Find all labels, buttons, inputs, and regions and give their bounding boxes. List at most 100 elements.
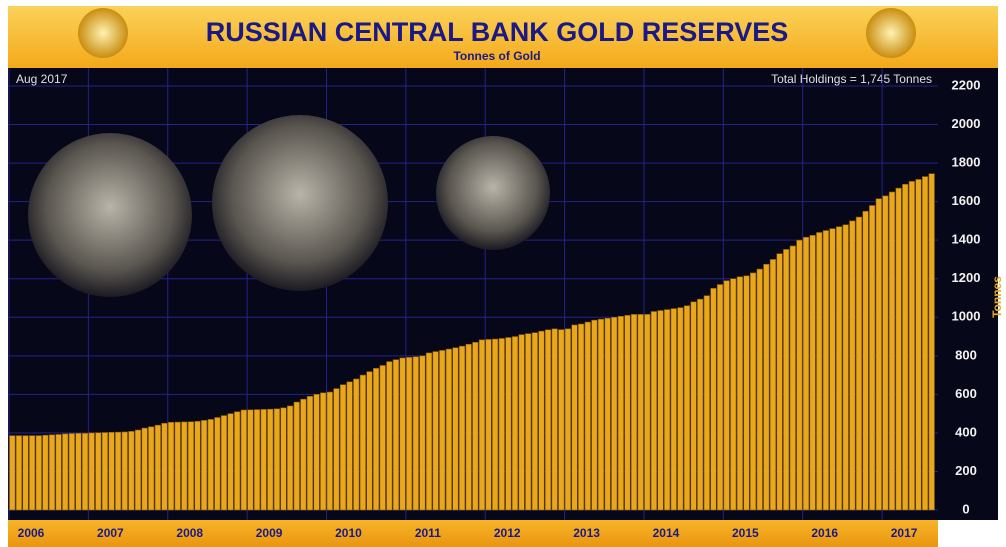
bar [234,411,241,511]
bar [115,431,122,511]
bar [280,407,287,511]
bar [29,435,36,511]
y-tick-label: 0 [962,501,969,516]
bar [756,268,763,511]
bar [300,398,307,511]
bar [412,356,419,511]
x-tick-label: 2007 [97,526,124,540]
bar [134,429,142,511]
bar [584,321,591,511]
bar [227,413,234,511]
bar [339,384,347,511]
bar [392,359,400,511]
bar [690,301,697,511]
x-tick-label: 2010 [335,526,362,540]
bar [511,336,519,511]
bar [683,305,691,511]
y-tick-label: 2000 [952,116,981,131]
x-tick-label: 2009 [256,526,283,540]
bar [379,365,386,511]
bar [650,311,657,511]
bar [802,236,810,511]
bar [637,314,644,511]
bar [525,333,532,511]
bars [9,173,935,511]
bar [697,298,704,511]
bar [783,249,790,511]
bar [736,276,743,511]
bar [670,308,677,511]
bar [763,263,770,511]
bar [789,245,796,511]
bar [564,328,571,511]
bar [95,432,102,511]
y-tick-label: 1400 [952,232,981,247]
bar [187,421,194,511]
bar [240,409,247,511]
y-tick-label: 1000 [952,309,981,324]
bar [181,421,188,511]
bar [68,433,75,511]
bar [611,316,618,511]
x-tick-label: 2008 [176,526,203,540]
bar [902,183,909,511]
bar [75,432,82,511]
bar [333,388,340,511]
x-tick-label: 2013 [573,526,600,540]
bar [855,216,863,511]
bar [121,431,128,511]
bar [161,422,168,511]
bar [452,347,459,511]
photo [436,136,550,250]
bar [62,433,69,511]
y-tick-label: 800 [955,347,977,362]
bar [386,361,393,511]
bar [293,401,300,511]
bar [154,424,161,511]
bar [922,176,929,511]
bar [908,181,915,511]
bar [128,431,135,511]
bar [571,324,578,511]
bar [882,195,889,511]
bar [657,310,664,511]
bar [167,422,175,511]
bar [730,278,737,511]
emblem [78,8,128,58]
bar [353,378,360,511]
y-tick-label: 1600 [952,193,981,208]
bar [273,408,280,511]
bar [644,314,651,511]
photo [212,115,388,291]
bar [359,374,366,511]
bar [624,315,631,511]
bar [22,435,29,511]
x-tick-label: 2017 [891,526,918,540]
bar [928,173,935,511]
chart-subtitle: Tonnes of Gold [453,49,540,63]
bar [306,395,314,511]
bar [108,432,115,511]
bar [591,319,598,511]
x-tick-label: 2012 [494,526,521,540]
bar [465,343,472,511]
header-band [8,6,938,68]
bar [664,309,671,511]
y-tick-label: 2200 [952,77,981,92]
bar [207,419,214,511]
bar [703,295,710,511]
bar [538,330,545,511]
bar [201,420,208,511]
bar [320,392,327,511]
bar [220,415,228,511]
bar [875,198,882,511]
y-tick-label: 600 [955,386,977,401]
bar [194,421,201,511]
bar [366,371,373,511]
bar [419,355,426,511]
bar [425,352,433,511]
bar [842,224,849,511]
bar [915,179,922,511]
x-tick-label: 2006 [18,526,45,540]
bar [48,434,56,511]
